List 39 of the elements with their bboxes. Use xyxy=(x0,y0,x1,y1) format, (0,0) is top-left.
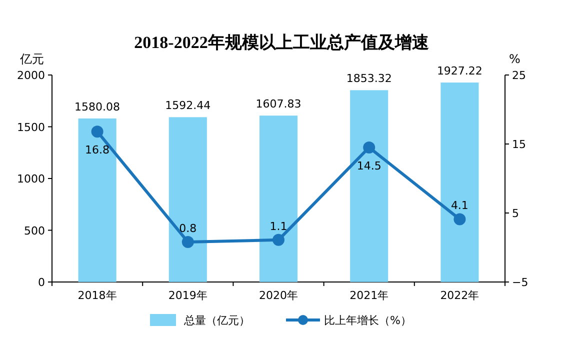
y-tick-label: 2000 xyxy=(17,69,45,82)
data-label: 1580.08 xyxy=(74,100,120,114)
data-label: 1.1 xyxy=(270,220,288,233)
y-tick-label: 0 xyxy=(38,276,45,289)
x-tick-label: 2021年 xyxy=(350,289,389,302)
data-label: 1927.22 xyxy=(436,64,482,78)
x-tick-label: 2020年 xyxy=(259,289,298,302)
data-label: 14.5 xyxy=(356,159,382,172)
legend-label: 比上年增长（%） xyxy=(324,314,412,327)
y2-tick-label: 25 xyxy=(512,69,526,82)
chart-title: 2018-2022年规模以上工业总产值及增速 xyxy=(134,33,429,52)
y-tick-label: 1500 xyxy=(17,120,45,134)
bar xyxy=(440,82,479,282)
data-label: 1607.83 xyxy=(256,98,302,111)
bar xyxy=(168,117,207,282)
legend-label: 总量（亿元） xyxy=(183,314,250,327)
point xyxy=(454,213,466,226)
point xyxy=(363,141,376,154)
y2-tick-label: 5 xyxy=(512,207,519,220)
data-label: 1853.32 xyxy=(346,72,392,86)
y2-tick-label: 15 xyxy=(512,138,526,151)
point xyxy=(182,236,194,248)
y-tick-label: 500 xyxy=(24,224,45,238)
x-tick-label: 2019年 xyxy=(168,289,208,302)
data-label: 16.8 xyxy=(85,144,110,157)
x-tick-label: 2018年 xyxy=(78,289,117,302)
bar xyxy=(259,116,298,282)
data-label: 0.8 xyxy=(179,222,197,235)
y2-tick-label: −5 xyxy=(512,276,528,289)
data-label: 1592.44 xyxy=(165,99,211,112)
bar xyxy=(350,90,388,282)
y-tick-label: 1000 xyxy=(17,172,45,186)
point xyxy=(272,234,284,246)
point xyxy=(91,126,104,138)
y2-axis-title: % xyxy=(509,52,520,66)
y-axis-title: 亿元 xyxy=(19,52,44,66)
data-label: 4.1 xyxy=(450,199,468,212)
x-tick-label: 2022年 xyxy=(440,289,480,302)
bar xyxy=(78,118,116,282)
